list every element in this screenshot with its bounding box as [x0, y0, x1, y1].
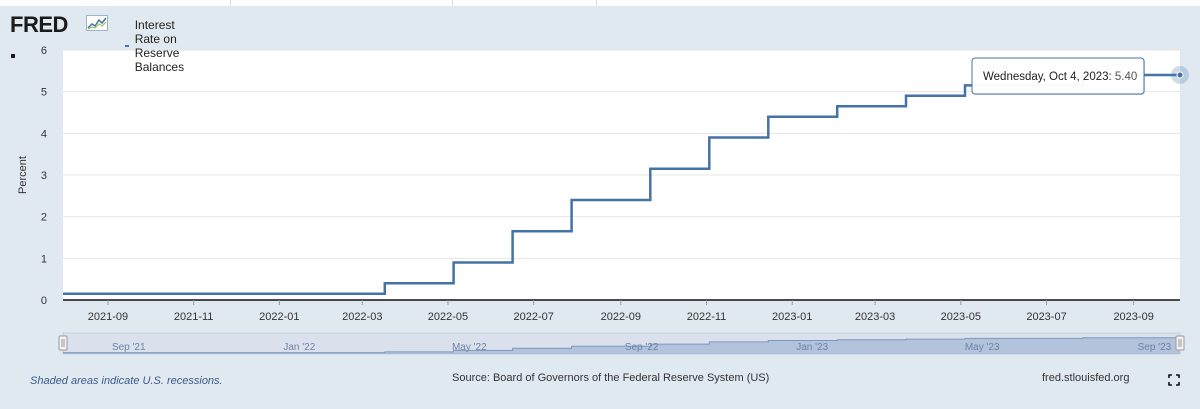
y-tick-label: 1 — [41, 253, 47, 265]
legend-swatch — [125, 45, 129, 47]
tooltip-text: Wednesday, Oct 4, 2023: 5.40 — [983, 71, 1137, 83]
x-tick-label: 2022-05 — [428, 311, 468, 323]
x-tick-label: 2022-09 — [601, 311, 641, 323]
x-tick-label: 2022-11 — [687, 311, 727, 323]
divider — [230, 0, 231, 6]
navigator-label: Jan '23 — [796, 342, 828, 353]
x-tick-label: 2023-09 — [1113, 311, 1153, 323]
y-tick-label: 4 — [41, 128, 47, 140]
recession-note: Shaded areas indicate U.S. recessions. — [30, 375, 223, 387]
site-link[interactable]: fred.stlouisfed.org — [1042, 372, 1130, 384]
navigator-mask — [63, 333, 1180, 354]
y-tick-label: 6 — [41, 45, 47, 57]
tooltip-value: 5.40 — [1115, 71, 1137, 83]
navigator-label: Sep '21 — [112, 342, 146, 353]
divider — [452, 0, 453, 6]
x-tick-label: 2022-03 — [342, 311, 382, 323]
navigator-area — [63, 337, 1180, 354]
y-tick-label: 3 — [41, 170, 47, 182]
handle-box — [1175, 335, 1185, 351]
x-tick-label: 2023-07 — [1026, 311, 1066, 323]
fred-logo[interactable]: FRED — [10, 12, 68, 64]
navigator-label: Sep '23 — [1138, 342, 1172, 353]
navigator-line — [63, 337, 1180, 354]
x-tick-label: 2022-01 — [259, 311, 299, 323]
y-tick-label: 5 — [41, 87, 47, 99]
hover-point — [1176, 71, 1184, 79]
fred-logo-text: FRED — [10, 12, 68, 37]
y-tick-label: 0 — [41, 295, 47, 307]
top-strip — [0, 0, 1200, 6]
navigator-label: Jan '22 — [283, 342, 315, 353]
x-tick-label: 2023-01 — [772, 311, 812, 323]
x-tick-label: 2021-09 — [88, 311, 128, 323]
fullscreen-icon[interactable] — [1168, 374, 1180, 386]
tooltip-date: Wednesday, Oct 4, 2023: — [983, 71, 1115, 83]
x-tick-label: 2023-05 — [941, 311, 981, 323]
legend-label: Interest Rate on Reserve Balances — [134, 18, 185, 74]
x-tick-label: 2021-11 — [174, 311, 214, 323]
y-tick-label: 2 — [41, 212, 47, 224]
divider — [596, 0, 597, 6]
handle-box — [58, 335, 68, 351]
navigator-label: May '22 — [452, 342, 487, 353]
navigator-label: May '23 — [965, 342, 1000, 353]
y-axis-label: Percent — [17, 156, 29, 194]
series-line — [63, 73, 1180, 296]
navigator-handle[interactable] — [58, 335, 68, 351]
tooltip-box — [971, 57, 1145, 95]
navigator-label: Sep '22 — [625, 342, 659, 353]
source-text: Source: Board of Governors of the Federa… — [452, 372, 770, 384]
navigator[interactable]: Sep '21 Jan '22 May '22 Sep '22 Jan '23 May '… — [58, 332, 1185, 355]
x-tick-label: 2023-03 — [855, 311, 895, 323]
legend[interactable]: Interest Rate on Reserve Balances — [125, 18, 192, 74]
x-tick-label: 2022-07 — [513, 311, 553, 323]
navigator-handle[interactable] — [1175, 335, 1185, 351]
fred-graph-icon — [86, 15, 108, 31]
logo-dot — [11, 54, 15, 58]
